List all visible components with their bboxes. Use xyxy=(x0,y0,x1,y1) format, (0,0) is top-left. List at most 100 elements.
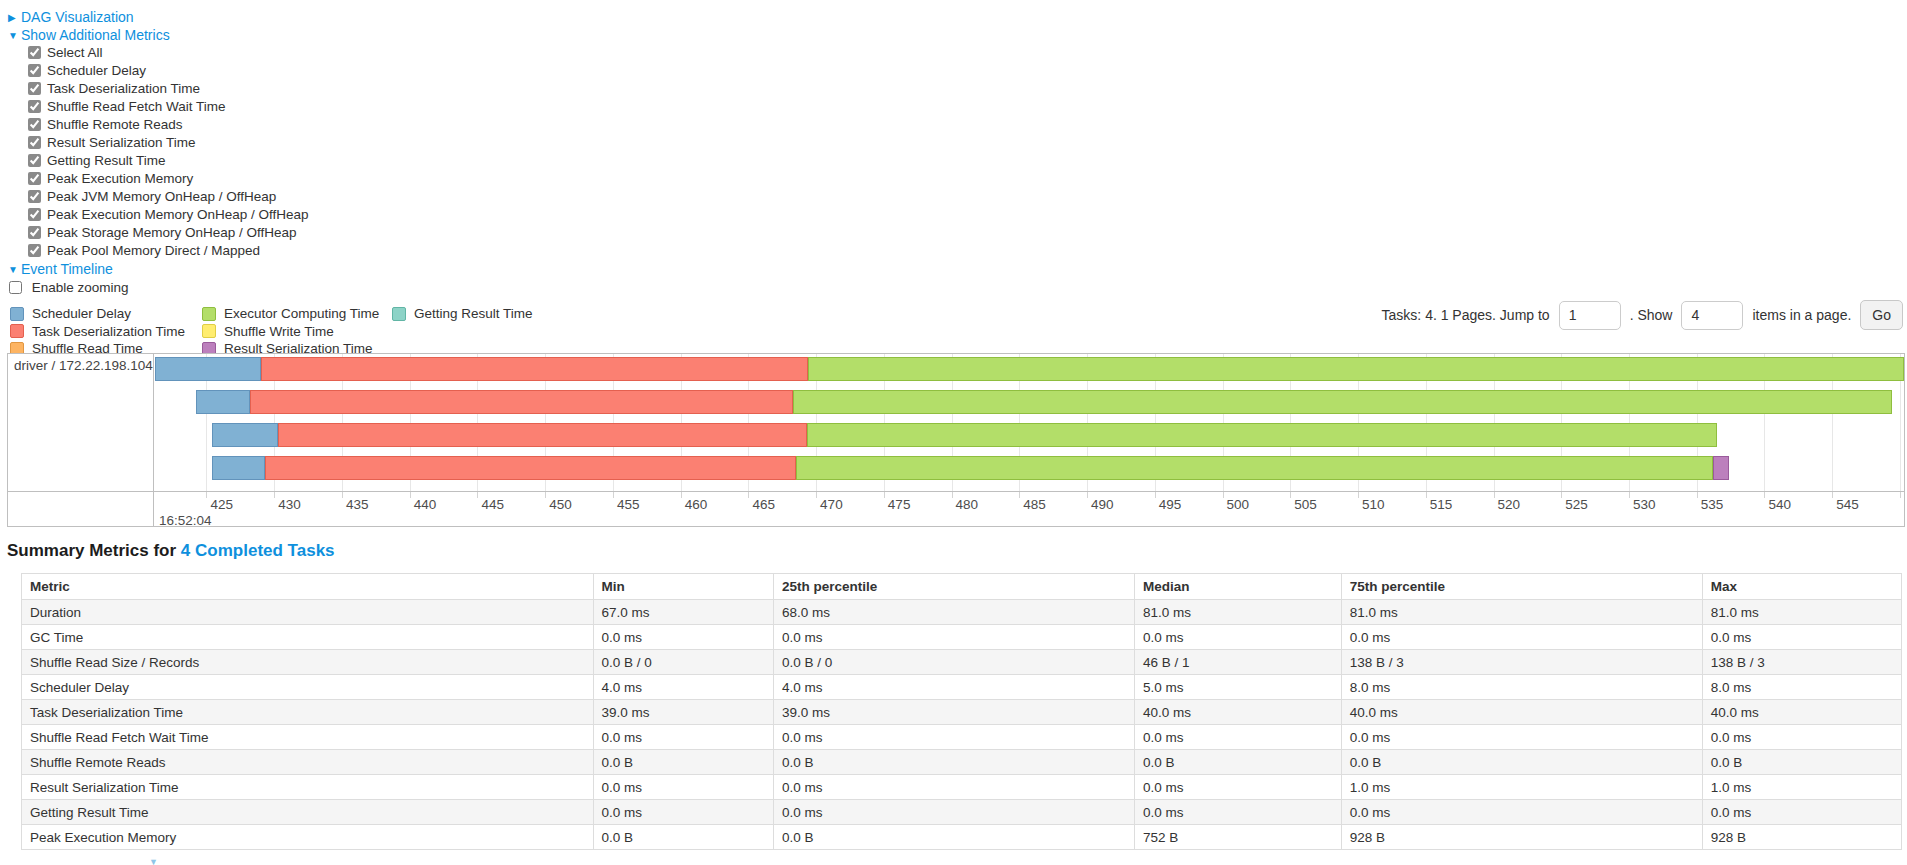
task-bar-segment-scheduler-delay[interactable] xyxy=(212,456,265,480)
axis-tick-label: 425 xyxy=(206,497,233,512)
axis-tick-label: 445 xyxy=(477,497,504,512)
axis-tick-label: 550 xyxy=(1900,497,1904,512)
metric-checkbox-label: Peak Execution Memory OnHeap / OffHeap xyxy=(47,207,309,222)
dag-visualization-link[interactable]: DAG Visualization xyxy=(21,9,134,25)
metric-checkbox[interactable] xyxy=(28,172,41,185)
metric-value-cell: 39.0 ms xyxy=(773,700,1134,725)
metric-value-cell: 0.0 B / 0 xyxy=(773,650,1134,675)
metrics-panel: ▶DAG Visualization ▼Show Additional Metr… xyxy=(0,0,1907,297)
metric-option: Peak JVM Memory OnHeap / OffHeap xyxy=(28,188,1907,206)
axis-tick-label: 525 xyxy=(1561,497,1588,512)
metric-value-cell: 0.0 B xyxy=(773,825,1134,850)
go-button[interactable]: Go xyxy=(1860,300,1903,330)
task-bar-segment-result-serialization[interactable] xyxy=(1713,456,1729,480)
task-pagination: Tasks: 4. 1 Pages. Jump to . Show items … xyxy=(1382,300,1903,330)
tasks-count-text: Tasks: 4. 1 Pages. Jump to xyxy=(1382,307,1550,323)
legend-item: Task Deserialization Time xyxy=(10,323,178,341)
metric-checkbox[interactable] xyxy=(28,118,41,131)
task-bar-segment-deserialization[interactable] xyxy=(278,423,806,447)
metric-value-cell: 0.0 ms xyxy=(593,725,773,750)
task-bar-segment-computing[interactable] xyxy=(796,456,1713,480)
metric-value-cell: 0.0 ms xyxy=(1134,725,1341,750)
metric-value-cell: 0.0 ms xyxy=(1341,625,1702,650)
enable-zooming-row: Enable zooming xyxy=(8,279,1907,297)
task-bar-segment-scheduler-delay[interactable] xyxy=(155,357,261,381)
completed-tasks-link[interactable]: 4 Completed Tasks xyxy=(181,541,335,560)
metric-checkbox[interactable] xyxy=(28,154,41,167)
metric-value-cell: 0.0 ms xyxy=(1134,775,1341,800)
event-timeline-link[interactable]: Event Timeline xyxy=(21,261,113,277)
metric-value-cell: 0.0 ms xyxy=(773,775,1134,800)
task-bar-segment-computing[interactable] xyxy=(808,357,1904,381)
column-header: 75th percentile xyxy=(1341,574,1702,600)
metric-name-cell: Task Deserialization Time xyxy=(22,700,594,725)
metric-value-cell: 67.0 ms xyxy=(593,600,773,625)
task-bar-segment-scheduler-delay[interactable] xyxy=(196,390,250,414)
axis-tick-label: 510 xyxy=(1358,497,1385,512)
metric-checkbox[interactable] xyxy=(28,64,41,77)
table-row: Shuffle Read Fetch Wait Time0.0 ms0.0 ms… xyxy=(22,725,1902,750)
axis-tick-label: 470 xyxy=(816,497,843,512)
metric-checkbox-label: Peak Storage Memory OnHeap / OffHeap xyxy=(47,225,297,240)
show-additional-metrics-toggle[interactable]: ▼Show Additional Metrics xyxy=(8,26,1907,44)
metric-value-cell: 0.0 B xyxy=(1702,750,1901,775)
metric-checkbox[interactable] xyxy=(28,46,41,59)
next-section-arrow-icon[interactable]: ▼ xyxy=(149,859,158,865)
metric-checkbox[interactable] xyxy=(28,190,41,203)
table-row: GC Time0.0 ms0.0 ms0.0 ms0.0 ms0.0 ms xyxy=(22,625,1902,650)
axis-tick-label: 435 xyxy=(342,497,369,512)
metric-checkbox[interactable] xyxy=(28,136,41,149)
summary-metrics-table: MetricMin25th percentileMedian75th perce… xyxy=(21,573,1902,850)
table-row: Shuffle Remote Reads0.0 B0.0 B0.0 B0.0 B… xyxy=(22,750,1902,775)
axis-tick-label: 500 xyxy=(1223,497,1250,512)
metric-value-cell: 81.0 ms xyxy=(1134,600,1341,625)
jump-to-page-input[interactable] xyxy=(1559,301,1621,330)
metric-checkbox[interactable] xyxy=(28,244,41,257)
legend-column: Getting Result Time xyxy=(392,305,533,358)
metric-checkbox-label: Peak Execution Memory xyxy=(47,171,193,186)
metric-checkbox-label: Peak JVM Memory OnHeap / OffHeap xyxy=(47,189,276,204)
metric-checkbox[interactable] xyxy=(28,82,41,95)
legend-label: Executor Computing Time xyxy=(224,306,379,321)
event-timeline-chart: driver / 172.22.198.104 4254304354404454… xyxy=(7,353,1905,527)
additional-metrics-list: Select AllScheduler DelayTask Deserializ… xyxy=(8,44,1907,260)
axis-tick-label: 455 xyxy=(613,497,640,512)
legend-column: Scheduler DelayTask Deserialization Time… xyxy=(10,305,178,358)
metric-value-cell: 752 B xyxy=(1134,825,1341,850)
task-bar-segment-computing[interactable] xyxy=(807,423,1717,447)
legend-pagination-band: Scheduler DelayTask Deserialization Time… xyxy=(0,300,1907,352)
axis-tick-label: 505 xyxy=(1290,497,1317,512)
metric-checkbox[interactable] xyxy=(28,226,41,239)
task-bar-segment-computing[interactable] xyxy=(793,390,1892,414)
enable-zooming-label: Enable zooming xyxy=(32,280,129,295)
metric-value-cell: 0.0 ms xyxy=(773,800,1134,825)
axis-tick-label: 485 xyxy=(1019,497,1046,512)
metric-option: Shuffle Remote Reads xyxy=(28,116,1907,134)
metric-checkbox-label: Select All xyxy=(47,45,103,60)
legend-item: Shuffle Write Time xyxy=(202,323,368,341)
metric-checkbox-label: Peak Pool Memory Direct / Mapped xyxy=(47,243,260,258)
metric-checkbox[interactable] xyxy=(28,208,41,221)
metric-value-cell: 0.0 B xyxy=(593,825,773,850)
axis-tick-label: 495 xyxy=(1155,497,1182,512)
task-bar-segment-deserialization[interactable] xyxy=(250,390,793,414)
metric-option: Peak Execution Memory xyxy=(28,170,1907,188)
task-bar-segment-deserialization[interactable] xyxy=(265,456,796,480)
metric-value-cell: 0.0 ms xyxy=(773,725,1134,750)
metric-value-cell: 928 B xyxy=(1341,825,1702,850)
metric-value-cell: 0.0 ms xyxy=(593,625,773,650)
enable-zooming-checkbox[interactable] xyxy=(9,281,22,294)
event-timeline-toggle[interactable]: ▼Event Timeline xyxy=(8,260,1907,278)
metric-checkbox[interactable] xyxy=(28,100,41,113)
page-size-input[interactable] xyxy=(1681,301,1743,330)
metric-value-cell: 0.0 B xyxy=(1341,750,1702,775)
metric-name-cell: Shuffle Remote Reads xyxy=(22,750,594,775)
task-bar-segment-deserialization[interactable] xyxy=(261,357,808,381)
metric-value-cell: 0.0 ms xyxy=(1702,725,1901,750)
dag-visualization-toggle[interactable]: ▶DAG Visualization xyxy=(8,8,1907,26)
metric-option: Scheduler Delay xyxy=(28,62,1907,80)
task-bar-segment-scheduler-delay[interactable] xyxy=(212,423,278,447)
show-additional-metrics-link[interactable]: Show Additional Metrics xyxy=(21,27,170,43)
table-row: Duration67.0 ms68.0 ms81.0 ms81.0 ms81.0… xyxy=(22,600,1902,625)
timeline-legend: Scheduler DelayTask Deserialization Time… xyxy=(10,305,557,358)
